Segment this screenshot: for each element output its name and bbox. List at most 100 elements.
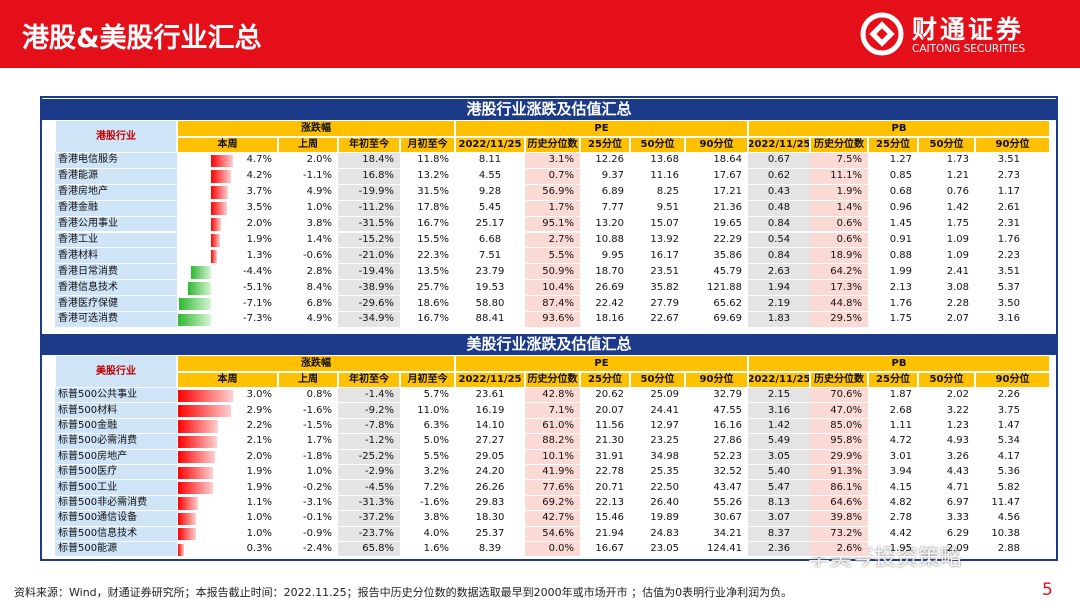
cell-value: -0.1% — [278, 511, 338, 527]
cell-value: -19.9% — [338, 184, 400, 201]
cell-value: 4.43 — [918, 465, 975, 481]
cell-value: 35.82 — [630, 280, 685, 297]
cell-value: 1.76 — [868, 296, 918, 312]
cell-value: 1.23 — [918, 419, 975, 435]
cell-value: 2.26 — [975, 388, 1050, 404]
column-header: 50分位 — [630, 137, 685, 153]
cell-value: 4.42 — [868, 527, 918, 542]
change-bar — [178, 481, 213, 495]
cell-value: -2.4% — [278, 542, 338, 558]
cell-value: -34.9% — [338, 312, 400, 328]
cell-value: 29.9% — [810, 449, 868, 465]
cell-value: 50.9% — [525, 264, 580, 281]
cell-value: 27.27 — [455, 434, 525, 450]
column-header: 50分位 — [630, 372, 685, 388]
cell-value: 77.6% — [525, 480, 580, 496]
cell-value: 3.08 — [918, 280, 975, 297]
group-header: PE — [455, 355, 748, 372]
cell-value: 16.67 — [580, 542, 630, 558]
cell-value: 55.26 — [685, 496, 748, 512]
cell-value: -31.5% — [338, 216, 400, 233]
cell-value: 44.8% — [810, 296, 868, 312]
column-header: 90分位 — [975, 137, 1050, 153]
cell-value: 6.89 — [580, 185, 630, 201]
cell-value: 64.6% — [810, 495, 868, 512]
cell-value: -38.9% — [338, 280, 400, 297]
cell-value: 1.45 — [868, 217, 918, 233]
cell-value: 61.0% — [525, 418, 580, 435]
row-name: 香港公用事业 — [55, 216, 177, 233]
cell-value: 22.3% — [400, 248, 455, 265]
change-bar — [178, 497, 199, 510]
row-name: 标普500房地产 — [55, 449, 177, 465]
cell-value: 4.56 — [975, 511, 1050, 527]
cell-value: 16.16 — [685, 419, 748, 435]
cell-value: 52.23 — [685, 450, 748, 465]
cell-value: 2.63 — [748, 264, 810, 281]
cell-value: 1.47 — [975, 419, 1050, 435]
cell-value: 1.27 — [868, 153, 918, 169]
cell-value: 0.88 — [868, 248, 918, 265]
group-header: PB — [748, 120, 1050, 137]
cell-value: 1.42 — [748, 418, 810, 435]
cell-value: 6.97 — [918, 496, 975, 512]
change-bar — [178, 528, 197, 541]
cell-value: 70.6% — [810, 388, 868, 404]
cell-value: 7.5% — [810, 153, 868, 169]
column-header: 月初至今 — [400, 137, 455, 153]
cell-value: 3.51 — [975, 264, 1050, 281]
cell-value: 35.86 — [685, 248, 748, 265]
footer-source: 资料来源：Wind，财通证券研究所；本报告截止时间：2022.11.25；报告中… — [14, 586, 793, 599]
cell-value: -1.4% — [338, 388, 400, 404]
cell-value: 4.55 — [455, 169, 525, 185]
cell-value: 0.0% — [525, 542, 580, 558]
cell-value: 0.8% — [278, 388, 338, 404]
cell-value: 2.0% — [278, 153, 338, 169]
cell-value: 73.2% — [810, 526, 868, 542]
cell-value: 18.6% — [400, 296, 455, 312]
cell-value: 88.2% — [525, 434, 580, 450]
cell-value: 16.17 — [630, 248, 685, 265]
cell-value: 8.4% — [278, 280, 338, 297]
cell-value: 8.25 — [630, 185, 685, 201]
cell-value: 0.3% — [177, 542, 278, 558]
change-bar — [178, 512, 197, 526]
cell-value: 0.48 — [748, 200, 810, 217]
cell-value: 3.8% — [400, 511, 455, 527]
cell-value: 4.9% — [278, 312, 338, 328]
cell-value: 2.1% — [177, 434, 278, 450]
cell-value: 95.8% — [810, 434, 868, 450]
logo-icon — [860, 12, 904, 56]
change-bar — [211, 154, 233, 168]
cell-value: 121.88 — [685, 280, 748, 297]
cell-value: 18.30 — [455, 511, 525, 527]
page-title: 港股&美股行业汇总 — [22, 23, 262, 54]
cell-value: -7.1% — [177, 296, 278, 312]
cell-value: 4.71 — [918, 480, 975, 496]
cell-value: -11.2% — [338, 200, 400, 217]
cell-value: 2.09 — [918, 542, 975, 558]
column-header: 25分位 — [868, 372, 918, 388]
cell-value: 1.73 — [918, 153, 975, 169]
cell-value: 0.96 — [868, 201, 918, 217]
group-header: PB — [748, 355, 1050, 372]
cell-value: 3.94 — [868, 465, 918, 481]
cell-value: 18.64 — [685, 153, 748, 169]
cell-value: -1.8% — [278, 450, 338, 465]
cell-value: 20.71 — [580, 480, 630, 496]
cell-value: 22.29 — [685, 233, 748, 249]
cell-value: 1.9% — [177, 233, 278, 249]
cell-value: -7.8% — [338, 418, 400, 435]
cell-value: 1.95 — [868, 542, 918, 558]
cell-value: 95.1% — [525, 216, 580, 233]
cell-value: 93.6% — [525, 312, 580, 328]
change-bar — [178, 420, 219, 433]
cell-value: 23.79 — [455, 264, 525, 281]
change-bar — [211, 218, 221, 231]
row-name: 标普500医疗 — [55, 465, 177, 481]
cell-value: 1.0% — [177, 527, 278, 542]
cell-value: 10.38 — [975, 527, 1050, 542]
cell-value: 2.68 — [868, 403, 918, 419]
cell-value: 2.6% — [810, 542, 868, 558]
cell-value: -1.1% — [278, 169, 338, 185]
